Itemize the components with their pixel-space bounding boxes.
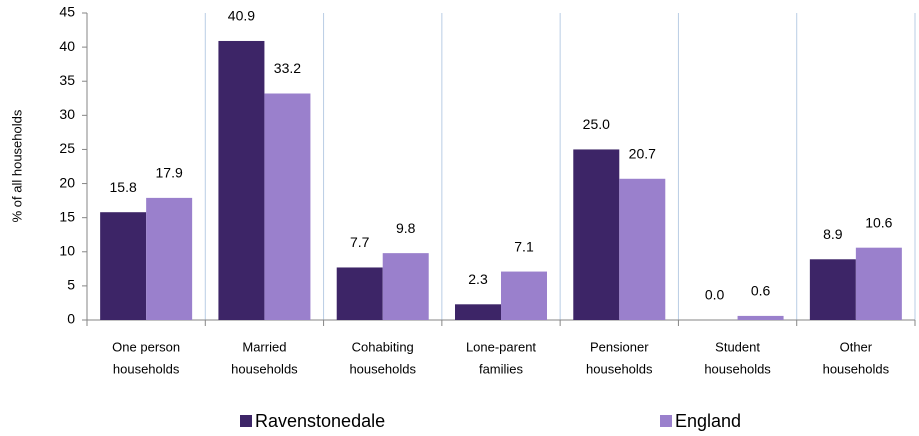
bar	[619, 178, 666, 320]
bar	[455, 304, 501, 320]
value-label: 10.6	[865, 214, 892, 230]
value-label: 40.9	[228, 8, 255, 24]
y-tick-label: 5	[67, 277, 75, 293]
legend-swatch	[240, 415, 252, 427]
legend-label: England	[675, 411, 741, 431]
x-tick-label: Student	[715, 339, 760, 354]
value-label: 25.0	[583, 116, 610, 132]
x-tick-label: families	[479, 361, 524, 376]
value-label: 8.9	[823, 226, 843, 242]
y-tick-label: 20	[59, 174, 75, 190]
bar	[100, 212, 147, 320]
bar	[855, 247, 902, 320]
x-tick-label: households	[586, 361, 653, 376]
y-axis-label: % of all households	[9, 109, 24, 222]
bar	[501, 271, 547, 320]
x-tick-label: Other	[840, 339, 873, 354]
bar	[382, 253, 429, 320]
y-tick-label: 40	[59, 38, 75, 54]
y-tick-label: 45	[59, 4, 75, 20]
x-tick-label: households	[349, 361, 416, 376]
x-tick-label: households	[113, 361, 180, 376]
value-label: 33.2	[274, 60, 301, 76]
value-label: 7.7	[350, 234, 370, 250]
value-label: 2.3	[468, 271, 488, 287]
x-tick-label: Pensioner	[590, 339, 649, 354]
y-tick-label: 0	[67, 311, 75, 327]
y-tick-label: 30	[59, 106, 75, 122]
y-tick-label: 35	[59, 72, 75, 88]
value-label: 0.6	[751, 283, 771, 299]
y-tick-label: 10	[59, 242, 75, 258]
x-tick-label: Cohabiting	[352, 339, 414, 354]
value-label: 7.1	[514, 238, 534, 254]
bar	[336, 267, 383, 320]
x-tick-label: One person	[112, 339, 180, 354]
value-label: 17.9	[156, 165, 183, 181]
legend-label: Ravenstonedale	[255, 411, 385, 431]
x-tick-label: households	[823, 361, 890, 376]
x-tick-label: Lone-parent	[466, 339, 536, 354]
bar	[218, 40, 265, 321]
value-label: 20.7	[629, 145, 656, 161]
bar	[264, 93, 311, 320]
bar	[809, 259, 856, 320]
y-tick-label: 15	[59, 208, 75, 224]
x-tick-label: households	[704, 361, 771, 376]
value-label: 15.8	[110, 179, 137, 195]
x-tick-label: households	[231, 361, 298, 376]
x-tick-label: Married	[242, 339, 286, 354]
value-label: 9.8	[396, 220, 416, 236]
y-tick-label: 25	[59, 140, 75, 156]
bar	[573, 149, 620, 320]
bar	[737, 315, 784, 320]
bar	[146, 197, 193, 320]
legend-swatch	[660, 415, 672, 427]
value-label: 0.0	[705, 287, 725, 303]
